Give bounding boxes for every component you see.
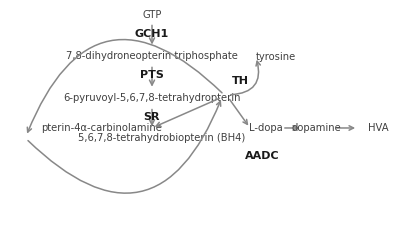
Text: L-dopa: L-dopa (249, 123, 283, 133)
Text: AADC: AADC (245, 151, 279, 161)
Text: pterin-4α-carbinolamine: pterin-4α-carbinolamine (42, 123, 162, 133)
Text: GTP: GTP (142, 10, 162, 20)
Text: SR: SR (144, 112, 160, 122)
Text: GCH1: GCH1 (135, 29, 169, 39)
Text: HVA: HVA (368, 123, 388, 133)
Text: 7,8-dihydroneopterin triphosphate: 7,8-dihydroneopterin triphosphate (66, 51, 238, 61)
Text: tyrosine: tyrosine (256, 52, 296, 62)
Text: 6-pyruvoyl-5,6,7,8-tetrahydropterin: 6-pyruvoyl-5,6,7,8-tetrahydropterin (63, 93, 241, 103)
Text: 5,6,7,8-tetrahydrobiopterin (BH4): 5,6,7,8-tetrahydrobiopterin (BH4) (78, 133, 245, 143)
Text: dopamine: dopamine (291, 123, 341, 133)
Text: TH: TH (232, 76, 248, 86)
Text: PTS: PTS (140, 70, 164, 80)
